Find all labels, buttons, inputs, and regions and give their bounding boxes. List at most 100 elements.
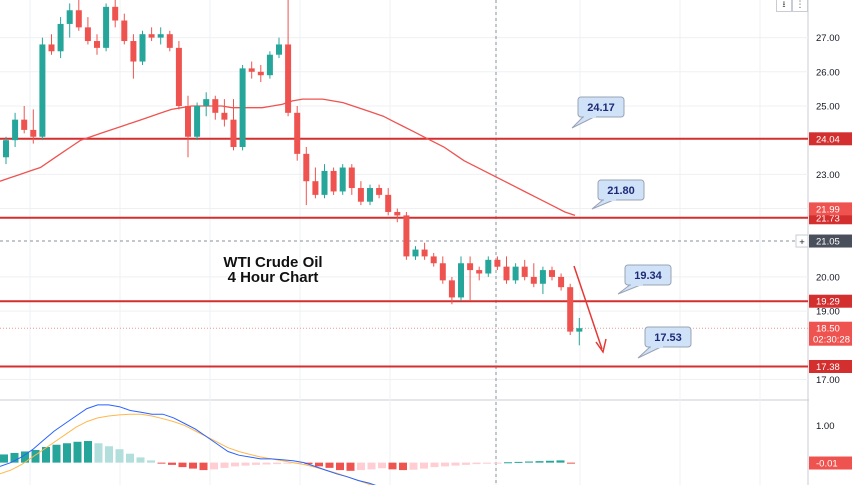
histogram-bar bbox=[168, 462, 176, 465]
candle bbox=[448, 276, 455, 305]
callout-box bbox=[597, 179, 645, 201]
callout-label: 24.17 bbox=[587, 102, 615, 114]
macd-line bbox=[0, 404, 377, 485]
candle-body bbox=[467, 263, 474, 271]
price-tick-label: 26.00 bbox=[816, 67, 840, 78]
candle bbox=[330, 167, 337, 195]
candle-body bbox=[339, 167, 346, 192]
candle-body bbox=[503, 266, 510, 281]
crosshair-plus-icon: + bbox=[799, 237, 805, 248]
candle-body bbox=[94, 41, 100, 48]
candles bbox=[3, 0, 583, 346]
indicator-lines bbox=[0, 404, 377, 485]
candle-body bbox=[103, 6, 110, 48]
axis-tag-2-bg bbox=[809, 321, 852, 346]
candle bbox=[248, 61, 255, 79]
candle bbox=[394, 208, 401, 223]
axis-tag-3-bg bbox=[809, 456, 852, 470]
histogram-bar bbox=[231, 462, 239, 467]
candle bbox=[485, 256, 492, 277]
candle bbox=[12, 112, 19, 148]
price-callout: 21.80 bbox=[591, 179, 645, 210]
histogram-bar bbox=[73, 441, 82, 463]
candle-body bbox=[166, 34, 173, 48]
candle bbox=[494, 256, 501, 271]
histogram-bar bbox=[63, 443, 71, 463]
candle-body bbox=[239, 68, 246, 148]
callout-label: 19.34 bbox=[634, 270, 662, 282]
candle-body bbox=[57, 23, 64, 52]
candle bbox=[476, 266, 483, 281]
chart-subtitle: 4 Hour Chart bbox=[228, 269, 319, 286]
more-icon[interactable]: ⋮ bbox=[792, 0, 808, 12]
candle bbox=[21, 105, 28, 134]
candle-body bbox=[203, 99, 210, 106]
histogram-bar bbox=[283, 462, 292, 464]
histogram-bar bbox=[399, 462, 407, 471]
callout-box bbox=[644, 326, 692, 348]
candle-body bbox=[421, 249, 428, 257]
candle bbox=[348, 164, 355, 195]
candle bbox=[303, 147, 310, 206]
candle-body bbox=[330, 170, 337, 192]
histogram-bar bbox=[430, 462, 439, 468]
axis-tag-1: 21.05 bbox=[816, 237, 840, 248]
candle bbox=[367, 184, 373, 206]
histogram-bar bbox=[199, 462, 208, 471]
crosshair-handle bbox=[795, 234, 809, 248]
candle bbox=[239, 64, 246, 151]
callout-joint bbox=[631, 282, 643, 286]
price-tick-label: 20.00 bbox=[816, 272, 840, 283]
candle-body bbox=[112, 6, 119, 21]
level-tag-0-bg bbox=[809, 132, 852, 146]
candle bbox=[30, 109, 37, 144]
candle bbox=[276, 37, 282, 59]
indicator-tick-label: 1.00 bbox=[816, 421, 835, 432]
histogram-bar bbox=[483, 462, 491, 464]
candle-body bbox=[39, 44, 46, 137]
candle bbox=[175, 41, 182, 110]
candle bbox=[57, 17, 64, 59]
horizontal-levels bbox=[0, 137, 808, 368]
candle-body bbox=[21, 119, 28, 130]
histogram-bar bbox=[546, 460, 554, 463]
candle bbox=[103, 3, 110, 52]
candle-body bbox=[121, 20, 128, 42]
candle bbox=[75, 0, 82, 31]
candle bbox=[112, 0, 119, 28]
histogram-bar bbox=[273, 462, 281, 465]
candle-body bbox=[403, 215, 410, 257]
candle bbox=[230, 99, 237, 151]
candle bbox=[576, 317, 583, 346]
candle bbox=[194, 102, 201, 141]
candle bbox=[148, 27, 155, 42]
candle bbox=[549, 266, 555, 281]
histogram-bar bbox=[451, 462, 460, 466]
candle-body bbox=[230, 119, 237, 148]
axis-tag-0-bg bbox=[809, 202, 852, 216]
candle-body bbox=[257, 71, 264, 76]
histogram-bar bbox=[556, 460, 565, 463]
candle-body bbox=[376, 188, 383, 195]
callout-box bbox=[577, 96, 625, 118]
candle-body bbox=[485, 259, 492, 274]
candle-body bbox=[185, 105, 191, 137]
candle-body bbox=[321, 170, 328, 195]
candle-body bbox=[221, 112, 228, 120]
histogram-bar bbox=[315, 462, 323, 467]
histogram-bar bbox=[409, 462, 418, 470]
candle bbox=[266, 51, 273, 79]
candle-body bbox=[512, 266, 519, 281]
histogram-bar bbox=[420, 462, 428, 469]
candle-body bbox=[194, 105, 201, 137]
candle bbox=[521, 259, 528, 281]
candle bbox=[48, 34, 55, 55]
level-tag-2-bg bbox=[809, 294, 852, 308]
candle-body bbox=[439, 263, 446, 281]
histogram-bar bbox=[346, 462, 355, 471]
level-tag-1: 21.73 bbox=[816, 213, 840, 224]
download-icon[interactable]: ⭳ bbox=[776, 0, 792, 12]
histogram-bar bbox=[441, 462, 449, 467]
